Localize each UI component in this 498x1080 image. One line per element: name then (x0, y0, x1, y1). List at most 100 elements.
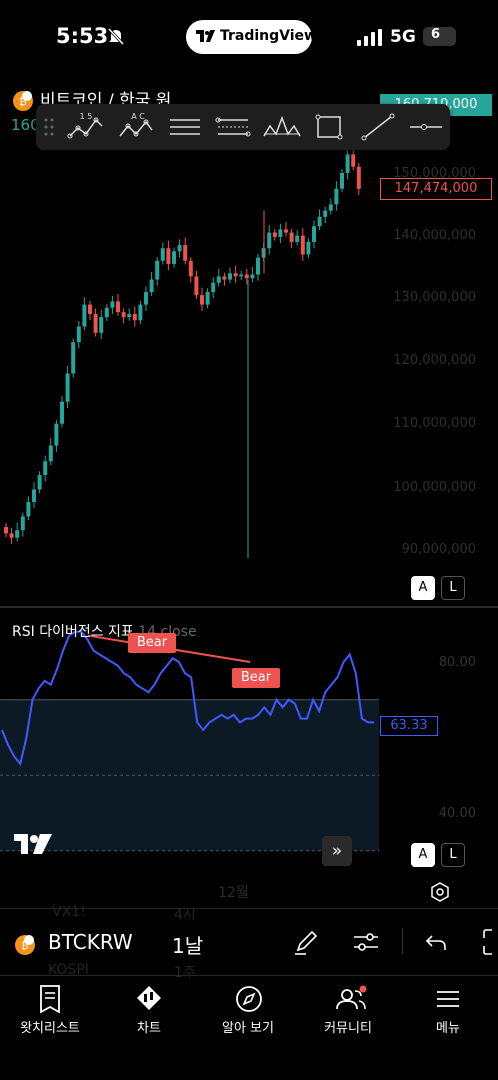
ghost-list-item: 4시 (174, 907, 196, 923)
candle-body (65, 373, 70, 402)
candle-body (155, 260, 160, 280)
candle-body (256, 257, 260, 275)
tradingview-logo-icon (14, 834, 52, 854)
candle-body (177, 245, 182, 252)
candle-body (132, 314, 137, 321)
rsi-value-label: 63.33 (380, 716, 438, 736)
symbol-name-button[interactable]: BTCKRW (48, 930, 133, 954)
rsi-chart[interactable] (0, 608, 498, 858)
rsi-auto-scale-button[interactable]: A (411, 843, 435, 867)
candle-body (200, 295, 204, 305)
horizontal-ray-icon[interactable] (406, 112, 446, 142)
nav-label: 메뉴 (436, 1021, 460, 1036)
pattern-icon[interactable]: 1 5 (66, 112, 106, 142)
candle-body (323, 210, 328, 217)
candle-body (26, 502, 31, 517)
signal-icon (357, 29, 382, 46)
candle-body (32, 489, 36, 502)
bear-divergence-label: Bear (128, 633, 176, 653)
fullscreen-icon[interactable] (482, 928, 498, 956)
network-label: 5G (390, 27, 416, 47)
nav-label: 알아 보기 (222, 1021, 274, 1036)
bear-divergence-label: Bear (232, 668, 280, 688)
battery-level: 6 (431, 27, 441, 42)
nav-label: 차트 (137, 1021, 161, 1036)
candle-body (205, 292, 210, 305)
candle-body (300, 235, 305, 255)
candle-body (345, 154, 350, 173)
pen-icon[interactable] (292, 928, 320, 956)
rsi-log-scale-button[interactable]: L (441, 843, 465, 867)
candle-body (88, 304, 92, 314)
candle-body (272, 232, 277, 237)
bitcoin-icon: ₿ (13, 91, 33, 111)
nav-explore[interactable]: 알아 보기 (198, 984, 298, 1040)
nav-chart[interactable]: 차트 (99, 984, 199, 1040)
rectangle-icon[interactable] (310, 112, 350, 142)
trend-line-icon[interactable] (358, 112, 398, 142)
candle-body (334, 188, 339, 205)
price-axis-label: 90,000,000 (401, 542, 476, 557)
tradingview-logo-icon (196, 30, 215, 42)
abcd-pattern-icon[interactable]: A C (116, 112, 156, 142)
nav-community[interactable]: 커뮤니티 (298, 984, 398, 1040)
parallel-channel-icon[interactable] (166, 112, 206, 142)
chart-icon (137, 986, 161, 1010)
battery-icon (423, 27, 456, 46)
price-axis-label: 100,000,000 (393, 480, 476, 495)
candle-body (54, 423, 59, 446)
price-axis-label: 140,000,000 (393, 228, 476, 243)
svg-text:1 5: 1 5 (80, 112, 93, 121)
drawing-toolbar: 1 5 A C (36, 104, 450, 150)
price-axis-label: 150,000,000 (393, 166, 476, 181)
candle-body (194, 276, 199, 296)
price-axis-label: 130,000,000 (393, 290, 476, 305)
indicator-settings-icon[interactable] (352, 930, 380, 954)
price-chart[interactable] (0, 80, 498, 606)
undo-icon[interactable] (424, 932, 448, 952)
expand-button[interactable]: » (322, 836, 352, 866)
log-scale-button[interactable]: L (441, 576, 465, 600)
head-shoulders-icon[interactable] (262, 112, 302, 142)
toolbar-divider (402, 928, 403, 954)
candle-body (104, 307, 109, 318)
app-pill[interactable] (186, 20, 312, 54)
settings-hexagon-icon[interactable] (430, 882, 450, 902)
rsi-title-text: RSI 다이버전스 지표 (12, 624, 134, 640)
candle-body (211, 282, 216, 293)
rsi-band (0, 699, 379, 851)
candle-body (127, 314, 132, 318)
candle-body (278, 229, 283, 237)
price-axis-label: 120,000,000 (393, 353, 476, 368)
status-time: 5:53 (56, 24, 109, 48)
nav-label: 왓치리스트 (20, 1021, 80, 1036)
candle-body (166, 248, 171, 264)
candle-body (289, 232, 294, 242)
ghost-list-item: KOSPI (48, 962, 89, 978)
candle-body (71, 342, 76, 374)
watchlist-icon (40, 985, 60, 1014)
interval-button[interactable]: 1날 (172, 934, 204, 958)
candle-body (15, 530, 20, 538)
candle-body (183, 245, 188, 261)
ghost-list-item: 1주 (174, 965, 196, 981)
time-axis-label: 12월 (218, 885, 249, 901)
compass-icon (236, 986, 262, 1012)
auto-scale-button[interactable]: A (411, 576, 435, 600)
candle-body (48, 445, 53, 462)
regression-icon[interactable] (214, 112, 254, 142)
candle-body (9, 533, 14, 538)
candle-body (4, 527, 8, 534)
menu-icon (437, 991, 459, 1007)
candle-body (160, 248, 165, 261)
pane-divider[interactable] (0, 606, 498, 608)
candle-body (356, 166, 361, 189)
drag-handle-icon[interactable] (44, 118, 54, 136)
nav-watchlist[interactable]: 왓치리스트 (0, 984, 100, 1040)
price-axis-label: 110,000,000 (393, 416, 476, 431)
candle-body (110, 301, 115, 308)
nav-menu[interactable]: 메뉴 (398, 984, 498, 1040)
candle-body (216, 276, 221, 283)
candle-body (76, 326, 81, 343)
candle-body (222, 276, 227, 280)
